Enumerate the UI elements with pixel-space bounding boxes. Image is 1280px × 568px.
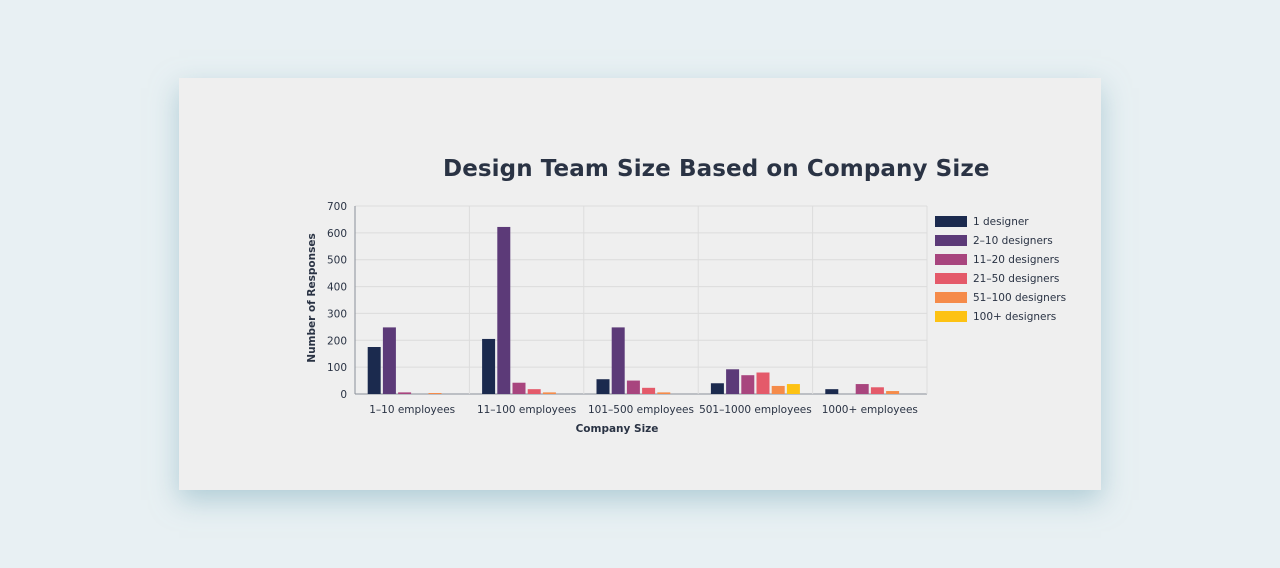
legend-item: 1 designer [935,212,1066,231]
chart-legend: 1 designer 2–10 designers 11–20 designers 2… [935,212,1066,326]
bar [710,383,724,394]
y-tick-label: 0 [340,389,347,401]
legend-label: 21–50 designers [973,272,1060,285]
legend-item: 51–100 designers [935,288,1066,307]
chart-title: Design Team Size Based on Company Size [443,156,990,182]
x-axis-title: Company Size [576,423,659,435]
bar [726,369,740,394]
legend-item: 2–10 designers [935,231,1066,250]
legend-item: 11–20 designers [935,250,1066,269]
bar [626,380,640,394]
legend-swatch [935,216,967,227]
bar [855,384,869,394]
chart-card: Design Team Size Based on Company Size 0… [179,78,1101,490]
bar [398,392,412,394]
bar [497,226,511,394]
bar-chart: 0 100 200 300 400 500 600 700 1–10 employees 11–1… [306,201,928,435]
x-tick-label: 11–100 employees [477,404,576,416]
bar [527,389,541,394]
y-tick-label: 600 [327,228,347,240]
y-tick-label: 500 [327,255,347,267]
legend-swatch [935,292,967,303]
legend-label: 11–20 designers [973,253,1060,266]
y-tick-label: 400 [327,282,347,294]
bar [771,385,785,394]
bar [886,391,900,394]
bar [367,347,381,394]
bar [482,338,496,394]
bar [382,327,396,394]
bar [512,382,526,394]
x-tick-label: 1000+ employees [822,404,918,416]
legend-swatch [935,235,967,246]
bar [825,389,839,394]
bar [428,393,442,394]
legend-item: 21–50 designers [935,269,1066,288]
legend-label: 1 designer [973,215,1029,228]
bar [870,387,884,394]
legend-label: 100+ designers [973,310,1057,323]
bar [786,384,800,394]
bar [756,372,770,394]
x-tick-label: 101–500 employees [588,404,694,416]
bar [657,392,671,394]
x-tick-label: 501–1000 employees [699,404,812,416]
legend-label: 51–100 designers [973,291,1067,304]
legend-swatch [935,273,967,284]
legend-swatch [935,254,967,265]
x-tick-label: 1–10 employees [369,404,455,416]
y-axis-title: Number of Responses [306,233,318,362]
bar [596,379,610,394]
y-tick-label: 700 [327,201,347,213]
bar [741,375,755,394]
y-tick-label: 100 [327,362,347,374]
legend-item: 100+ designers [935,307,1066,326]
bar [611,327,625,394]
legend-label: 2–10 designers [973,234,1053,247]
bar [542,392,556,394]
y-tick-label: 300 [327,308,347,320]
bar [642,387,656,394]
legend-swatch [935,311,967,322]
y-tick-label: 200 [327,335,347,347]
